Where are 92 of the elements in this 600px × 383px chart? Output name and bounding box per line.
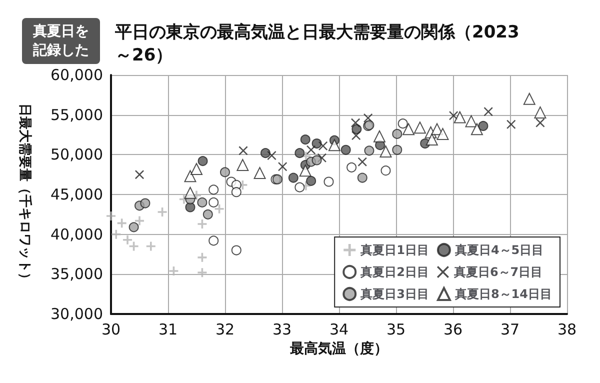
x-tick-label: 36 — [443, 320, 463, 338]
point — [158, 208, 167, 217]
legend-label: 真夏日6～7日目 — [452, 265, 543, 279]
point — [398, 118, 408, 129]
point — [294, 148, 305, 158]
point — [299, 164, 312, 177]
point — [449, 111, 458, 120]
point — [436, 128, 449, 140]
point — [328, 139, 340, 152]
point — [312, 155, 322, 166]
point — [220, 167, 230, 178]
x-axis-title: 最高気温（度） — [289, 340, 388, 357]
x-tick-label: 33 — [272, 320, 292, 338]
point — [267, 150, 276, 160]
point — [300, 134, 310, 145]
point — [340, 144, 351, 155]
point — [184, 186, 196, 199]
point — [357, 172, 368, 183]
x-tick-label: 35 — [386, 320, 406, 338]
point — [426, 134, 438, 146]
point — [351, 118, 360, 128]
point — [352, 131, 361, 140]
legend-label: 真夏日4～5日目 — [454, 243, 544, 257]
point — [470, 123, 483, 136]
chart-subtitle: 真夏日を記録した — [32, 24, 89, 58]
point — [135, 216, 144, 226]
point — [465, 115, 478, 128]
point — [208, 236, 219, 246]
point — [231, 245, 242, 256]
point — [478, 120, 488, 131]
y-tick-label: 35,000 — [50, 265, 103, 284]
point — [318, 141, 328, 150]
point — [128, 222, 139, 232]
point — [112, 230, 121, 239]
point — [198, 219, 207, 228]
legend-label: 真夏日2日目 — [360, 265, 429, 279]
point — [146, 242, 156, 251]
chart-title: 平日の東京の最高気温と日最大需要量の関係（2023～26） — [114, 22, 520, 66]
x-tick-label: 37 — [500, 320, 520, 338]
legend-label: 真夏日1日目 — [360, 243, 429, 257]
point — [306, 145, 316, 154]
point — [197, 197, 208, 208]
point — [254, 166, 266, 179]
point — [414, 122, 426, 134]
point — [392, 128, 402, 139]
point — [484, 107, 493, 116]
x-tick-label: 30 — [101, 320, 121, 338]
point — [278, 162, 288, 172]
x-tick-label: 31 — [158, 320, 178, 338]
y-tick-label: 55,000 — [50, 106, 103, 124]
point — [106, 212, 116, 221]
point — [231, 187, 242, 198]
point — [380, 166, 391, 176]
point — [534, 106, 546, 118]
point — [288, 172, 298, 183]
point — [202, 209, 213, 220]
x-tick-label: 34 — [329, 320, 349, 338]
legend-label: 真夏日8～14日目 — [454, 287, 552, 301]
point — [380, 145, 392, 158]
point — [260, 148, 270, 158]
y-tick-label: 50,000 — [50, 146, 103, 164]
point — [184, 170, 196, 182]
point — [294, 182, 305, 192]
point — [236, 159, 249, 172]
y-axis-title: 日最大需要量（千キロワット） — [17, 104, 33, 286]
point — [123, 235, 132, 244]
point — [198, 252, 207, 262]
x-tick-label: 32 — [215, 320, 235, 338]
legend-label: 真夏日3日目 — [360, 287, 429, 301]
point — [140, 198, 150, 208]
point — [324, 176, 334, 187]
point — [373, 130, 386, 142]
point — [208, 197, 219, 208]
point — [306, 176, 316, 186]
point — [523, 92, 536, 105]
y-tick-label: 60,000 — [50, 66, 103, 84]
point — [402, 123, 415, 136]
y-tick-label: 40,000 — [50, 225, 103, 244]
point — [190, 163, 202, 176]
point — [392, 144, 402, 155]
point — [198, 268, 207, 278]
point — [208, 184, 219, 195]
point — [358, 157, 367, 166]
point — [198, 156, 208, 166]
y-tick-label: 45,000 — [50, 186, 103, 204]
x-tick-label: 38 — [557, 320, 577, 338]
point — [169, 266, 178, 276]
point — [454, 111, 466, 124]
point — [346, 162, 357, 172]
y-tick-label: 30,000 — [50, 305, 103, 323]
point — [506, 120, 516, 129]
point — [364, 146, 374, 156]
